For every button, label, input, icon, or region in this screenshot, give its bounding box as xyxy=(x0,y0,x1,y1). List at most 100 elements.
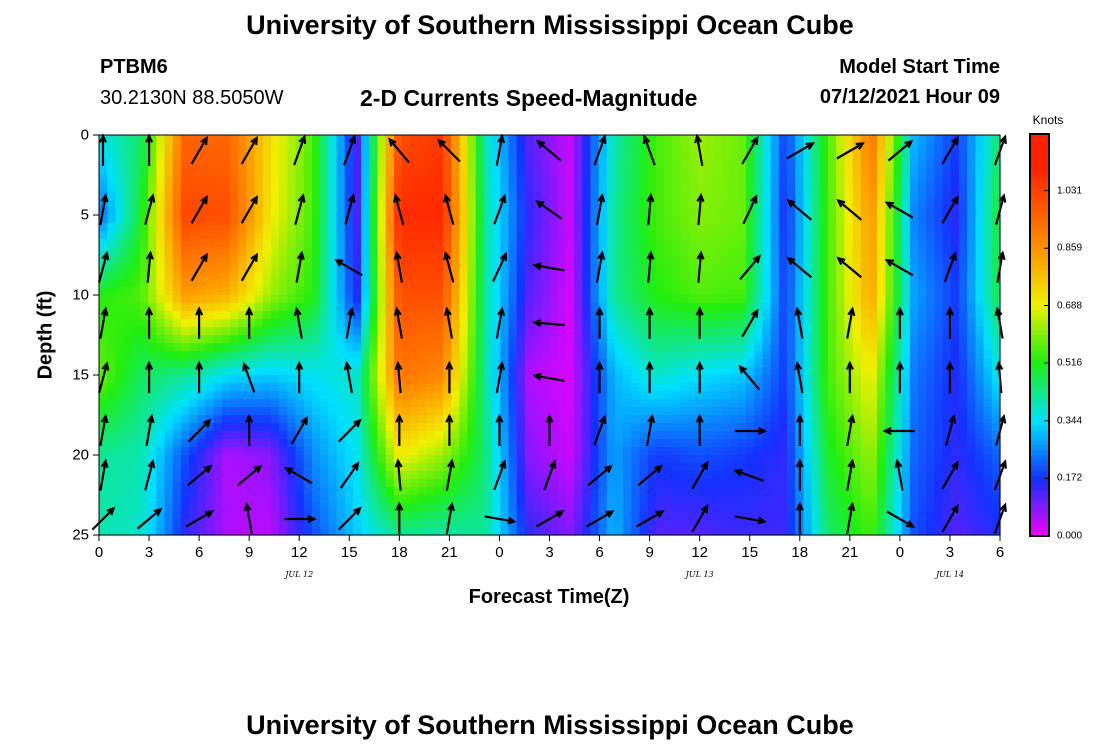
heatmap-cell xyxy=(852,287,862,296)
heatmap-cell xyxy=(107,343,116,352)
heatmap-cell xyxy=(557,151,567,160)
heatmap-cell xyxy=(787,479,796,488)
heatmap-cell xyxy=(877,319,886,328)
heatmap-cell xyxy=(500,167,510,176)
heatmap-cell xyxy=(680,487,690,496)
heatmap-cell xyxy=(852,135,862,144)
heatmap-cell xyxy=(115,415,125,424)
heatmap-cell xyxy=(197,279,207,288)
heatmap-cell xyxy=(336,135,346,144)
heatmap-cell xyxy=(827,463,837,472)
heatmap-cell xyxy=(836,231,845,240)
heatmap-cell xyxy=(647,223,657,232)
heatmap-cell xyxy=(402,439,411,448)
heatmap-cell xyxy=(746,199,755,208)
heatmap-cell xyxy=(311,135,321,144)
heatmap-cell xyxy=(180,207,190,216)
heatmap-cell xyxy=(631,351,641,360)
heatmap-cell xyxy=(213,335,223,344)
heatmap-cell xyxy=(877,175,886,184)
heatmap-cell xyxy=(467,255,477,264)
heatmap-cell xyxy=(574,143,583,152)
heatmap-cell xyxy=(402,359,411,368)
heatmap-cell xyxy=(131,319,141,328)
heatmap-cell xyxy=(991,343,1001,352)
heatmap-cell xyxy=(639,191,649,200)
heatmap-cell xyxy=(99,399,108,408)
heatmap-cell xyxy=(762,311,772,320)
heatmap-cell xyxy=(271,303,280,312)
heatmap-cell xyxy=(410,151,420,160)
heatmap-cell xyxy=(811,239,821,248)
heatmap-cell xyxy=(467,343,477,352)
heatmap-cell xyxy=(926,167,936,176)
heatmap-cell xyxy=(459,447,469,456)
heatmap-cell xyxy=(459,479,469,488)
heatmap-cell xyxy=(664,351,673,360)
heatmap-cell xyxy=(713,183,723,192)
heatmap-cell xyxy=(877,167,886,176)
heatmap-cell xyxy=(787,407,796,416)
heatmap-cell xyxy=(434,143,444,152)
heatmap-cell xyxy=(713,271,723,280)
heatmap-cell xyxy=(672,231,682,240)
heatmap-cell xyxy=(443,391,452,400)
heatmap-cell xyxy=(393,383,403,392)
heatmap-cell xyxy=(787,391,796,400)
heatmap-cell xyxy=(762,351,772,360)
heatmap-cell xyxy=(311,263,321,272)
heatmap-cell xyxy=(844,447,854,456)
heatmap-cell xyxy=(434,423,444,432)
heatmap-cell xyxy=(729,423,739,432)
heatmap-cell xyxy=(901,399,911,408)
heatmap-cell xyxy=(492,135,501,144)
heatmap-cell xyxy=(688,207,698,216)
heatmap-cell xyxy=(983,271,993,280)
heatmap-cell xyxy=(156,295,166,304)
heatmap-cell xyxy=(180,351,190,360)
heatmap-cell xyxy=(221,255,231,264)
heatmap-cell xyxy=(410,431,420,440)
heatmap-cell xyxy=(942,279,952,288)
heatmap-cell xyxy=(467,135,477,144)
heatmap-cell xyxy=(713,215,723,224)
heatmap-cell xyxy=(139,399,149,408)
heatmap-cell xyxy=(262,415,272,424)
heatmap-cell xyxy=(541,135,551,144)
heatmap-cell xyxy=(279,343,288,352)
heatmap-cell xyxy=(221,335,231,344)
heatmap-cell xyxy=(238,359,248,368)
heatmap-cell xyxy=(827,191,837,200)
heatmap-cell xyxy=(877,207,886,216)
heatmap-cell xyxy=(688,255,698,264)
heatmap-cell xyxy=(762,263,772,272)
heatmap-cell xyxy=(451,311,460,320)
heatmap-cell xyxy=(238,343,248,352)
heatmap-cell xyxy=(295,455,305,464)
heatmap-cell xyxy=(811,215,821,224)
heatmap-cell xyxy=(328,415,338,424)
heatmap-cell xyxy=(320,159,329,168)
heatmap-cell xyxy=(967,191,977,200)
heatmap-cell xyxy=(811,151,821,160)
heatmap-cell xyxy=(590,415,600,424)
heatmap-cell xyxy=(705,191,714,200)
heatmap-cell xyxy=(803,303,813,312)
heatmap-cell xyxy=(787,279,796,288)
heatmap-cell xyxy=(959,431,968,440)
heatmap-cell xyxy=(99,431,108,440)
heatmap-cell xyxy=(402,135,411,144)
heatmap-cell xyxy=(983,455,993,464)
heatmap-cell xyxy=(393,487,403,496)
heatmap-cell xyxy=(205,327,215,336)
heatmap-cell xyxy=(950,343,960,352)
heatmap-cell xyxy=(836,431,845,440)
heatmap-cell xyxy=(590,423,600,432)
heatmap-cell xyxy=(942,167,952,176)
heatmap-cell xyxy=(983,351,993,360)
heatmap-cell xyxy=(402,455,411,464)
heatmap-cell xyxy=(541,415,551,424)
heatmap-cell xyxy=(451,463,460,472)
heatmap-cell xyxy=(721,271,731,280)
heatmap-cell xyxy=(123,199,133,208)
